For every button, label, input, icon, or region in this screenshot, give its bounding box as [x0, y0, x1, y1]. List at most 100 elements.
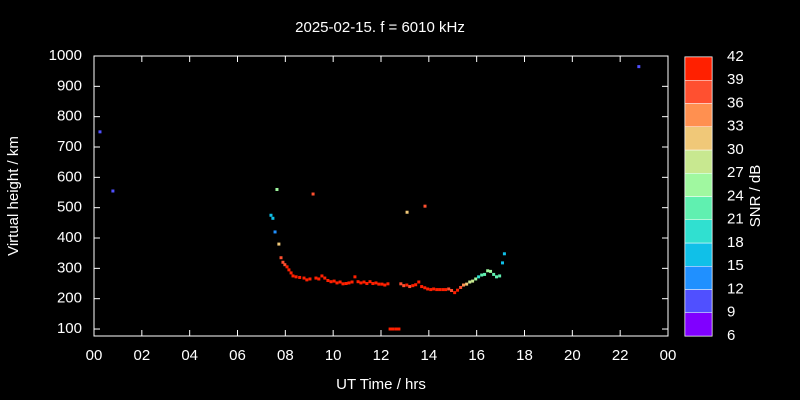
colorbar-band — [684, 196, 713, 220]
x-tick-label: 00 — [86, 347, 103, 364]
data-point — [500, 261, 504, 265]
data-point — [368, 280, 372, 284]
data-point — [281, 260, 285, 264]
colorbar-tick-label: 36 — [727, 94, 744, 111]
data-point — [285, 265, 289, 269]
data-point — [317, 277, 321, 281]
data-point — [432, 287, 436, 291]
x-tick-label: 14 — [420, 347, 437, 364]
colorbar-band — [684, 266, 713, 290]
x-tick-label: 20 — [564, 347, 581, 364]
data-point — [438, 288, 442, 292]
data-point — [414, 283, 418, 287]
data-point — [453, 291, 457, 295]
y-tick-label: 200 — [57, 290, 82, 307]
data-point — [417, 280, 421, 284]
colorbar-band — [684, 219, 713, 244]
y-tick-label: 1000 — [49, 47, 82, 64]
colorbar-band — [684, 173, 713, 197]
colorbar-band — [684, 126, 713, 151]
data-point — [344, 282, 348, 286]
data-point — [311, 192, 315, 196]
data-point — [386, 282, 390, 286]
data-point — [279, 256, 283, 260]
x-tick-label: 10 — [325, 347, 342, 364]
colorbar-tick-label: 39 — [727, 71, 744, 88]
data-point — [371, 282, 375, 286]
data-point — [111, 189, 115, 193]
y-tick-label: 600 — [57, 168, 82, 185]
data-point — [341, 282, 345, 286]
data-point — [423, 204, 427, 208]
y-tick-label: 300 — [57, 259, 82, 276]
data-point — [483, 272, 487, 276]
data-point — [391, 327, 395, 331]
data-point — [277, 242, 281, 246]
data-point — [394, 327, 398, 331]
data-point — [362, 280, 366, 284]
data-point — [359, 281, 363, 285]
data-point — [305, 278, 309, 282]
colorbar-tick-label: 33 — [727, 118, 744, 135]
data-point — [283, 263, 287, 267]
colorbar-tick-label: 12 — [727, 280, 744, 297]
data-point — [489, 269, 493, 273]
data-point — [338, 280, 342, 284]
data-point — [637, 65, 641, 69]
colorbar-tick-label: 18 — [727, 234, 744, 251]
y-tick-label: 800 — [57, 108, 82, 125]
y-tick-label: 500 — [57, 199, 82, 216]
data-point — [314, 276, 318, 280]
data-point — [308, 277, 312, 281]
data-point — [429, 288, 433, 292]
data-point — [377, 282, 381, 286]
data-point — [399, 282, 403, 286]
data-point — [287, 268, 291, 272]
colorbar-tick-label: 24 — [727, 187, 744, 204]
data-point — [462, 283, 466, 287]
data-point — [326, 278, 330, 282]
data-point — [320, 274, 324, 278]
data-point — [347, 281, 351, 285]
data-point — [380, 282, 384, 286]
colorbar-band — [684, 56, 713, 81]
data-point — [408, 285, 412, 289]
y-tick-label: 100 — [57, 320, 82, 337]
chart-title: 2025-02-15. f = 6010 kHz — [295, 19, 465, 36]
data-point — [271, 216, 275, 220]
data-point — [471, 279, 475, 283]
y-tick-label: 900 — [57, 77, 82, 94]
data-point — [495, 275, 499, 279]
colorbar-band — [684, 242, 713, 267]
data-point — [486, 269, 490, 273]
data-point — [405, 283, 409, 287]
data-point — [353, 275, 357, 279]
data-point — [477, 275, 481, 279]
data-point — [468, 280, 472, 284]
data-point — [456, 288, 460, 292]
colorbar-tick-label: 30 — [727, 141, 744, 158]
data-point — [498, 274, 502, 278]
colorbar-tick-label: 6 — [727, 327, 735, 344]
x-axis-label: UT Time / hrs — [336, 376, 426, 393]
data-point — [388, 327, 392, 331]
data-point — [402, 284, 406, 288]
data-point — [329, 280, 333, 284]
data-point — [441, 288, 445, 292]
colorbar-tick-label: 9 — [727, 304, 735, 321]
colorbar-tick-label: 15 — [727, 257, 744, 274]
x-tick-label: 22 — [612, 347, 629, 364]
data-point — [269, 213, 273, 217]
data-point — [350, 280, 354, 284]
x-tick-label: 00 — [660, 347, 677, 364]
colorbar-tick-label: 21 — [727, 211, 744, 228]
data-point — [374, 281, 378, 285]
x-tick-label: 04 — [181, 347, 198, 364]
x-tick-label: 12 — [373, 347, 390, 364]
colorbar-band — [684, 149, 713, 174]
data-point — [447, 287, 451, 291]
data-point — [435, 288, 439, 292]
data-point — [420, 285, 424, 289]
x-tick-label: 08 — [277, 347, 294, 364]
